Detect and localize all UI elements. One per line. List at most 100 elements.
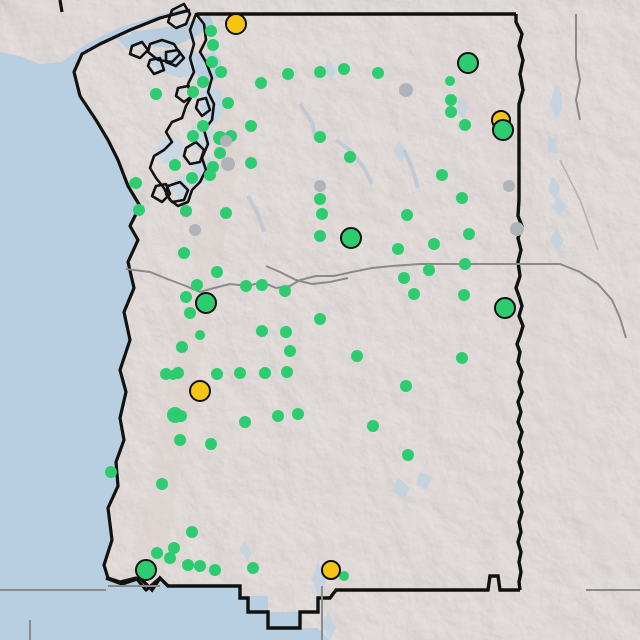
- site-070[interactable]: [314, 230, 326, 242]
- site-021[interactable]: [245, 157, 257, 169]
- site-072[interactable]: [398, 272, 410, 284]
- site-039[interactable]: [175, 410, 187, 422]
- site-029[interactable]: [180, 291, 192, 303]
- site-055[interactable]: [445, 94, 457, 106]
- site-031[interactable]: [256, 279, 268, 291]
- site-074[interactable]: [240, 280, 252, 292]
- site-079[interactable]: [281, 366, 293, 378]
- site-024[interactable]: [220, 207, 232, 219]
- site-082[interactable]: [272, 410, 284, 422]
- site-068[interactable]: [423, 264, 435, 276]
- site-005[interactable]: [197, 76, 209, 88]
- site-042[interactable]: [105, 466, 117, 478]
- site-056[interactable]: [445, 76, 455, 86]
- site-007[interactable]: [222, 97, 234, 109]
- site-095[interactable]: [399, 83, 413, 97]
- site-001[interactable]: [205, 25, 217, 37]
- site-094[interactable]: [151, 547, 163, 559]
- site-083[interactable]: [292, 408, 304, 420]
- site-041[interactable]: [205, 438, 217, 450]
- site-027[interactable]: [211, 266, 223, 278]
- site-013[interactable]: [214, 147, 226, 159]
- site-077[interactable]: [211, 368, 223, 380]
- site-portland[interactable]: [195, 292, 217, 314]
- site-003[interactable]: [206, 56, 218, 68]
- site-048[interactable]: [209, 564, 221, 576]
- site-085[interactable]: [456, 352, 468, 364]
- site-030[interactable]: [184, 307, 196, 319]
- site-049[interactable]: [168, 542, 180, 554]
- site-078[interactable]: [234, 367, 246, 379]
- site-060[interactable]: [436, 169, 448, 181]
- site-064[interactable]: [401, 209, 413, 221]
- site-002[interactable]: [207, 39, 219, 51]
- site-026[interactable]: [178, 247, 190, 259]
- site-032[interactable]: [279, 285, 291, 297]
- site-100[interactable]: [189, 224, 201, 236]
- site-medford[interactable]: [135, 559, 157, 581]
- site-salem-east[interactable]: [189, 380, 211, 402]
- site-088[interactable]: [367, 420, 379, 432]
- site-092[interactable]: [256, 325, 268, 337]
- site-015[interactable]: [186, 172, 198, 184]
- site-025[interactable]: [133, 204, 145, 216]
- site-062[interactable]: [456, 192, 468, 204]
- site-034[interactable]: [176, 341, 188, 353]
- site-017[interactable]: [207, 161, 219, 173]
- site-061[interactable]: [459, 119, 471, 131]
- site-051[interactable]: [282, 68, 294, 80]
- site-020[interactable]: [255, 77, 267, 89]
- site-044[interactable]: [186, 526, 198, 538]
- site-057[interactable]: [445, 106, 457, 118]
- site-081[interactable]: [239, 416, 251, 428]
- site-063[interactable]: [316, 208, 328, 220]
- site-080[interactable]: [259, 367, 271, 379]
- site-028[interactable]: [191, 279, 203, 291]
- site-023[interactable]: [129, 178, 139, 188]
- site-yakima[interactable]: [340, 227, 362, 249]
- site-084[interactable]: [400, 380, 412, 392]
- site-067[interactable]: [428, 238, 440, 250]
- site-004[interactable]: [215, 66, 227, 78]
- site-014[interactable]: [169, 159, 181, 171]
- site-053[interactable]: [338, 63, 350, 75]
- site-073[interactable]: [458, 289, 470, 301]
- site-019[interactable]: [245, 120, 257, 132]
- site-spokane[interactable]: [492, 119, 514, 141]
- site-006[interactable]: [187, 86, 199, 98]
- site-045[interactable]: [164, 552, 176, 564]
- site-069[interactable]: [459, 258, 471, 270]
- site-054[interactable]: [372, 67, 384, 79]
- site-071[interactable]: [408, 288, 420, 300]
- site-096[interactable]: [221, 157, 235, 171]
- site-037[interactable]: [172, 367, 184, 379]
- site-008[interactable]: [150, 88, 162, 100]
- site-043[interactable]: [156, 478, 168, 490]
- site-050[interactable]: [247, 562, 259, 574]
- site-065[interactable]: [463, 228, 475, 240]
- site-012[interactable]: [197, 120, 209, 132]
- site-086[interactable]: [402, 449, 414, 461]
- site-090[interactable]: [314, 180, 326, 192]
- site-okanogan-north[interactable]: [225, 13, 247, 35]
- site-lewiston[interactable]: [494, 297, 516, 319]
- site-097[interactable]: [220, 135, 232, 147]
- site-093[interactable]: [339, 571, 349, 581]
- site-087[interactable]: [351, 350, 363, 362]
- site-066[interactable]: [392, 243, 404, 255]
- site-052[interactable]: [314, 66, 326, 78]
- site-colville[interactable]: [457, 52, 479, 74]
- site-040[interactable]: [174, 434, 186, 446]
- site-091[interactable]: [314, 193, 326, 205]
- site-046[interactable]: [182, 559, 194, 571]
- site-009[interactable]: [187, 130, 199, 142]
- site-klamath-falls[interactable]: [321, 560, 341, 580]
- site-058[interactable]: [314, 131, 326, 143]
- site-098[interactable]: [510, 222, 524, 236]
- site-089[interactable]: [284, 345, 296, 357]
- site-075[interactable]: [314, 313, 326, 325]
- site-022[interactable]: [180, 205, 192, 217]
- site-076[interactable]: [280, 326, 292, 338]
- site-047[interactable]: [194, 560, 206, 572]
